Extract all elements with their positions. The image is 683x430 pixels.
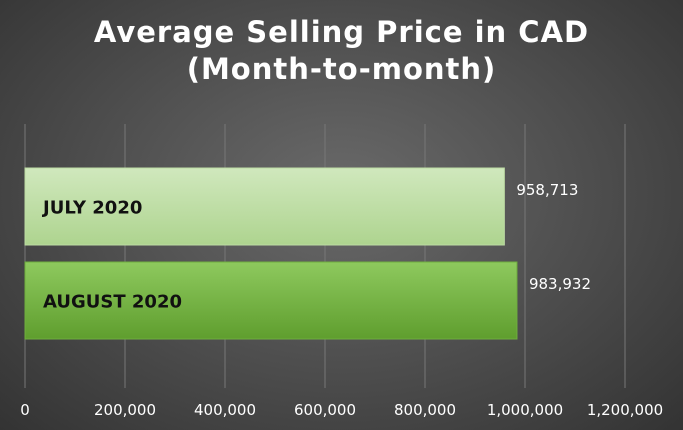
data-label: 958,713: [516, 181, 578, 199]
gridlines: [24, 124, 626, 388]
x-tick-label: 400,000: [194, 401, 256, 419]
x-tick-label: 600,000: [294, 401, 356, 419]
chart-title: Average Selling Price in CAD (Month-to-m…: [93, 15, 590, 86]
bar: [24, 167, 505, 246]
category-label: AUGUST 2020: [43, 292, 182, 313]
x-tick-label: 800,000: [394, 401, 456, 419]
category-label: JULY 2020: [41, 198, 142, 219]
bar: [24, 261, 518, 340]
x-tick-label: 0: [20, 401, 30, 419]
x-tick-label: 1,200,000: [587, 401, 663, 419]
data-label: 983,932: [529, 275, 591, 293]
bars: JULY 2020 958,713 AUGUST 2020 983,932: [24, 167, 591, 340]
x-tick-label: 1,000,000: [487, 401, 563, 419]
x-tick-label: 200,000: [94, 401, 156, 419]
x-axis-ticks: 0 200,000 400,000 600,000 800,000 1,000,000 1,…: [20, 401, 663, 419]
